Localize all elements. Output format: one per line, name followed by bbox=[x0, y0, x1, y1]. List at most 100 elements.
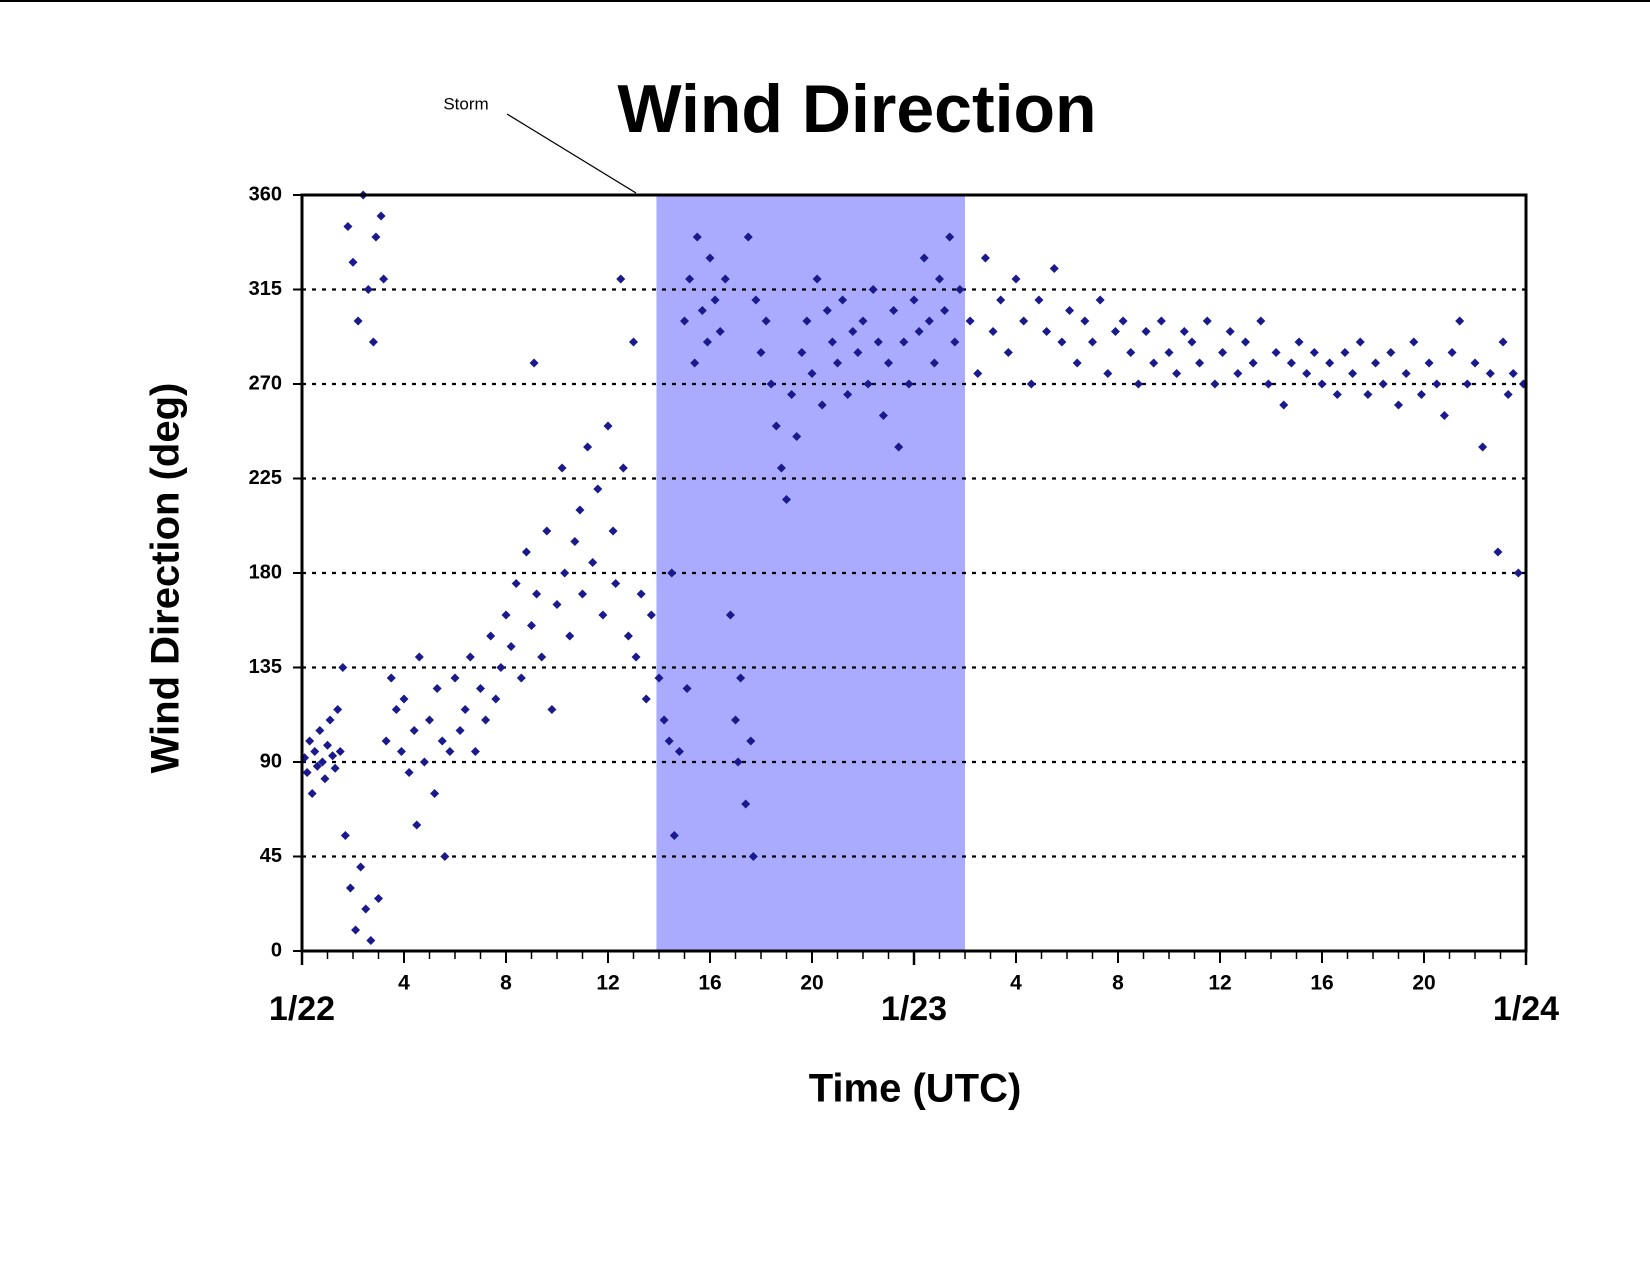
point bbox=[1363, 390, 1373, 399]
point bbox=[486, 631, 496, 641]
point bbox=[317, 757, 327, 767]
point bbox=[511, 579, 521, 588]
point bbox=[351, 925, 361, 935]
point bbox=[379, 274, 389, 284]
point bbox=[320, 774, 330, 784]
point bbox=[552, 600, 562, 609]
point bbox=[929, 358, 939, 368]
point bbox=[868, 285, 878, 294]
point bbox=[557, 463, 567, 473]
point bbox=[412, 820, 422, 830]
point bbox=[904, 379, 914, 389]
point bbox=[1409, 337, 1419, 347]
point bbox=[432, 684, 442, 693]
point bbox=[1057, 337, 1067, 347]
point bbox=[603, 421, 613, 431]
point bbox=[1179, 327, 1189, 336]
point bbox=[578, 589, 587, 599]
x-tick-label: 12 bbox=[596, 972, 619, 995]
point bbox=[1439, 411, 1449, 420]
y-tick-label: 270 bbox=[249, 372, 282, 394]
y-tick-label: 360 bbox=[249, 183, 282, 205]
point bbox=[1034, 295, 1044, 305]
point bbox=[376, 211, 386, 221]
point bbox=[940, 306, 950, 315]
point bbox=[766, 379, 776, 389]
chart-title: Wind Direction bbox=[617, 71, 1096, 147]
point bbox=[1026, 379, 1036, 389]
point bbox=[386, 673, 396, 683]
point bbox=[570, 537, 580, 546]
point bbox=[583, 442, 593, 452]
point bbox=[361, 904, 371, 914]
point bbox=[616, 274, 626, 284]
point bbox=[720, 274, 730, 284]
point bbox=[935, 274, 944, 284]
point bbox=[516, 673, 526, 683]
point bbox=[1286, 358, 1296, 368]
point bbox=[345, 883, 355, 893]
x-tick-label: 16 bbox=[698, 972, 721, 995]
point bbox=[955, 285, 965, 294]
point bbox=[532, 589, 542, 599]
point bbox=[743, 232, 753, 242]
point bbox=[623, 631, 633, 641]
point bbox=[873, 337, 883, 347]
point bbox=[1348, 369, 1358, 378]
point bbox=[894, 442, 904, 452]
point bbox=[1371, 358, 1381, 368]
y-tick-label: 180 bbox=[249, 561, 282, 583]
point bbox=[965, 316, 975, 326]
x-tick-label: 4 bbox=[1010, 972, 1022, 995]
point bbox=[1141, 327, 1151, 336]
x-axis-title: Time (UTC) bbox=[809, 1067, 1022, 1111]
point bbox=[838, 295, 848, 305]
point bbox=[787, 390, 797, 399]
date-label: 1/23 bbox=[881, 990, 947, 1028]
point bbox=[1218, 348, 1228, 357]
point bbox=[1355, 337, 1365, 347]
point bbox=[1279, 400, 1289, 410]
point bbox=[593, 484, 603, 494]
point bbox=[1011, 274, 1021, 284]
point bbox=[1378, 379, 1388, 389]
point bbox=[1149, 358, 1159, 368]
point bbox=[822, 306, 832, 315]
point bbox=[853, 348, 863, 357]
point bbox=[323, 740, 332, 750]
point bbox=[1248, 358, 1258, 368]
point bbox=[843, 390, 853, 399]
point bbox=[588, 558, 598, 567]
point bbox=[328, 751, 338, 761]
point bbox=[310, 747, 320, 756]
x-tick-label: 16 bbox=[1310, 972, 1333, 995]
point bbox=[1340, 348, 1350, 357]
point bbox=[1302, 369, 1312, 378]
point bbox=[353, 316, 363, 326]
point bbox=[761, 316, 771, 326]
point bbox=[1072, 358, 1082, 368]
y-tick-label: 315 bbox=[249, 278, 282, 300]
point bbox=[527, 621, 536, 630]
point bbox=[1049, 264, 1059, 273]
point bbox=[1126, 348, 1136, 357]
point bbox=[646, 610, 656, 620]
point bbox=[1225, 327, 1235, 336]
point bbox=[659, 715, 669, 725]
point bbox=[1424, 358, 1434, 368]
point bbox=[629, 337, 638, 347]
point bbox=[782, 495, 791, 504]
y-tick-label: 90 bbox=[260, 750, 282, 772]
point bbox=[455, 726, 465, 735]
point bbox=[1447, 348, 1457, 357]
point bbox=[381, 736, 391, 746]
point bbox=[664, 736, 674, 746]
point bbox=[409, 726, 419, 735]
point bbox=[1401, 369, 1411, 378]
point bbox=[807, 369, 817, 378]
point bbox=[302, 768, 312, 777]
point bbox=[884, 358, 893, 368]
point bbox=[608, 526, 618, 536]
point bbox=[674, 747, 684, 756]
